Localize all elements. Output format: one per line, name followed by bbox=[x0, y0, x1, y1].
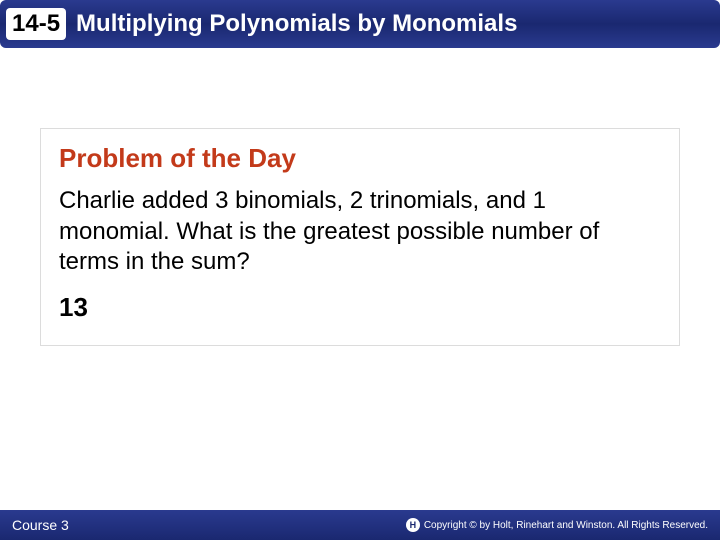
header-title: Multiplying Polynomials by Monomials bbox=[76, 10, 517, 38]
problem-heading: Problem of the Day bbox=[59, 143, 661, 174]
footer-bar: Course 3 H Copyright © by Holt, Rinehart… bbox=[0, 510, 720, 540]
copyright-label: Copyright © by Holt, Rinehart and Winsto… bbox=[424, 520, 708, 531]
header-bar: 14-5 Multiplying Polynomials by Monomial… bbox=[0, 0, 720, 48]
content-box: Problem of the Day Charlie added 3 binom… bbox=[40, 128, 680, 346]
section-number: 14-5 bbox=[6, 8, 66, 40]
problem-body: Charlie added 3 binomials, 2 trinomials,… bbox=[59, 186, 661, 278]
problem-answer: 13 bbox=[59, 292, 661, 323]
publisher-logo-icon: H bbox=[406, 518, 420, 532]
course-label: Course 3 bbox=[12, 517, 69, 533]
copyright-text: H Copyright © by Holt, Rinehart and Wins… bbox=[406, 518, 708, 532]
